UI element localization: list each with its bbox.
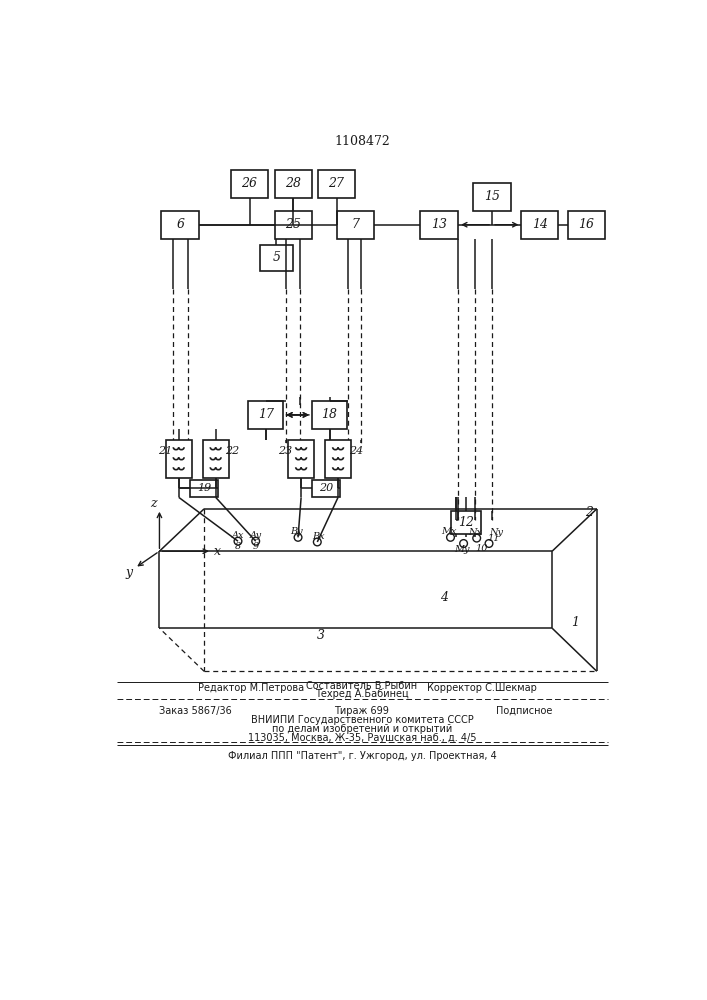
Text: 23: 23 [278,446,292,456]
Bar [318,170,355,198]
Text: 21: 21 [158,446,173,456]
Bar [312,401,347,429]
Text: 2: 2 [585,506,593,519]
Bar [521,211,559,239]
Bar [165,440,192,478]
Text: 7: 7 [351,218,359,231]
Text: 13: 13 [431,218,447,231]
Text: y: y [125,566,132,579]
Text: 1108472: 1108472 [334,135,390,148]
Bar [203,440,229,478]
Bar [248,401,284,429]
Text: My: My [455,545,470,554]
Text: 113035, Москва, Ж-35, Раушская наб., д. 4/5: 113035, Москва, Ж-35, Раушская наб., д. … [247,733,477,743]
Text: Ay: Ay [250,531,262,540]
Text: Техред А.Бабинец: Техред А.Бабинец [315,689,409,699]
Text: Nx: Nx [468,528,482,537]
Bar [337,211,373,239]
Text: 14: 14 [532,218,548,231]
Text: 9: 9 [252,542,259,551]
Bar [420,211,458,239]
Bar [231,170,268,198]
Text: по делам изобретений и открытий: по делам изобретений и открытий [271,724,452,734]
Text: Редактор М.Петрова: Редактор М.Петрова [198,683,304,693]
Text: 24: 24 [349,446,363,456]
Text: 4: 4 [440,591,448,604]
Bar [312,480,339,497]
Text: 16: 16 [578,218,594,231]
Text: 8: 8 [235,542,241,551]
Text: 3: 3 [317,629,325,642]
Text: Ax: Ax [232,531,244,540]
Text: 17: 17 [258,408,274,421]
Bar [568,211,604,239]
Text: x: x [214,545,221,558]
Text: 12: 12 [458,516,474,529]
Bar [288,440,314,478]
Bar [275,211,312,239]
Text: 6: 6 [176,218,185,231]
Text: Составитель В.Рыбин: Составитель В.Рыбин [306,681,418,691]
Text: Филиал ППП "Патент", г. Ужгород, ул. Проектная, 4: Филиал ППП "Патент", г. Ужгород, ул. Про… [228,751,496,761]
Bar [259,245,293,271]
Text: Корректор С.Шекмар: Корректор С.Шекмар [427,683,537,693]
Text: Тираж 699: Тираж 699 [334,706,390,716]
Text: 26: 26 [242,177,257,190]
Text: Mx: Mx [441,527,457,536]
Bar [325,440,351,478]
Bar [275,170,312,198]
Text: Заказ 5867/36: Заказ 5867/36 [160,706,232,716]
Text: 5: 5 [272,251,281,264]
Text: 20: 20 [319,483,333,493]
Text: 18: 18 [322,408,338,421]
Bar [473,183,511,211]
Text: 22: 22 [226,446,240,456]
Text: 25: 25 [286,218,301,231]
Text: 10: 10 [475,544,488,553]
Text: Подписное: Подписное [496,706,552,716]
Text: z: z [150,497,156,510]
Bar [450,511,481,534]
Bar [161,211,199,239]
Text: 1: 1 [571,616,579,629]
Text: 19: 19 [197,483,211,493]
Text: 28: 28 [286,177,301,190]
Text: 27: 27 [329,177,344,190]
Text: By: By [290,527,303,536]
Text: 11: 11 [487,534,500,543]
Text: Bx: Bx [312,532,325,541]
Text: 15: 15 [484,190,500,204]
Text: Ny: Ny [489,528,503,537]
Bar [190,480,218,497]
Text: ВНИИПИ Государственного комитета СССР: ВНИИПИ Государственного комитета СССР [250,715,473,725]
